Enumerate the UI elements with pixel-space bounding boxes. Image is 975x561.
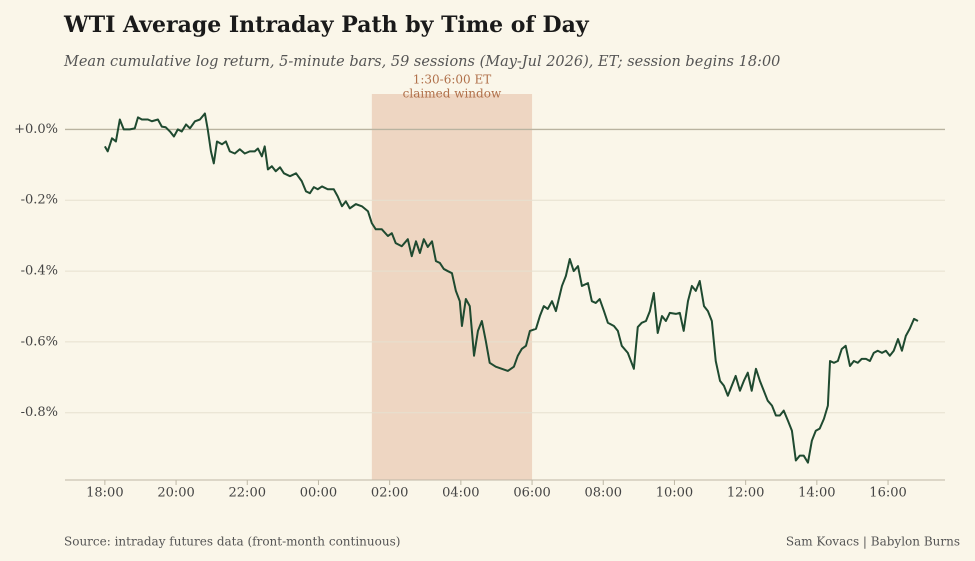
x-tick-label: 12:00 <box>727 486 764 501</box>
line <box>104 112 919 464</box>
y-tick-label: -0.6% <box>21 334 58 349</box>
x-tick-label: 20:00 <box>157 486 194 501</box>
y-tick-label: +0.0% <box>14 122 58 137</box>
window-band <box>371 94 533 480</box>
x-tick-label: 08:00 <box>585 486 622 501</box>
y-tick-label: -0.8% <box>21 405 58 420</box>
x-tick-label: 18:00 <box>86 486 123 501</box>
x-tick-label: 16:00 <box>869 486 906 501</box>
credit: Sam Kovacs | Babylon Burns <box>786 535 960 549</box>
x-tick-label: 00:00 <box>300 486 337 501</box>
x-tick-label: 06:00 <box>513 486 550 501</box>
x-tick-label: 22:00 <box>229 486 266 501</box>
y-tick-label: -0.2% <box>21 193 58 208</box>
chart-subtitle: Mean cumulative log return, 5-minute bar… <box>63 54 780 70</box>
x-tick-label: 10:00 <box>656 486 693 501</box>
x-tick-label: 14:00 <box>798 486 835 501</box>
source: Source: intraday futures data (front-mon… <box>64 535 400 549</box>
chart-title: WTI Average Intraday Path by Time of Day <box>63 12 590 38</box>
window-label: 1:30-6:00 ET <box>413 73 492 87</box>
x-tick-label: 02:00 <box>371 486 408 501</box>
window-label: claimed window <box>403 87 502 101</box>
y-tick-label: -0.4% <box>21 264 58 279</box>
x-tick-label: 04:00 <box>442 486 479 501</box>
